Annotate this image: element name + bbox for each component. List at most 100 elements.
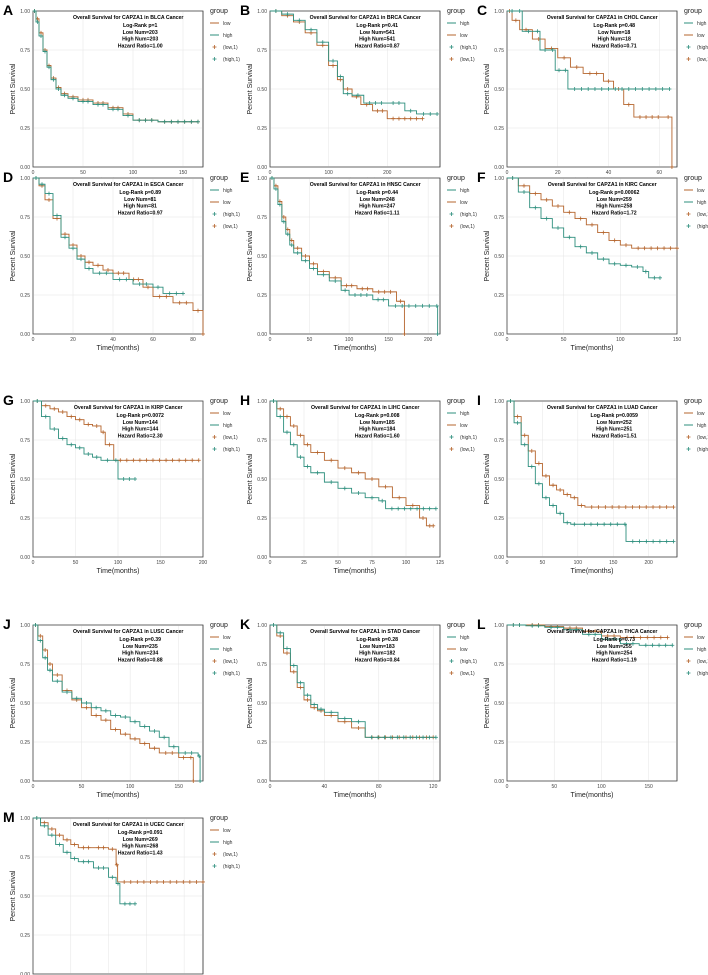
y-tick-label: 0.50 — [20, 254, 30, 260]
censor-marks-high — [271, 399, 438, 511]
x-tick-label: 100 — [574, 560, 583, 566]
km-panel-b: B0.000.250.500.751.000100200Time(months)… — [240, 2, 477, 185]
x-tick-label: 100 — [114, 560, 123, 566]
stat-line: Low Num=541 — [360, 30, 395, 36]
x-tick-label: 100 — [597, 784, 606, 790]
legend-label: (high,1) — [697, 671, 708, 677]
y-tick-label: 0.25 — [494, 516, 504, 522]
stat-line: Hazard Ratio=2.30 — [118, 433, 163, 439]
censor-marks-low — [34, 816, 205, 884]
legend-label: (low,1) — [223, 435, 238, 441]
stat-line: Log-Rank p=1 — [123, 23, 158, 29]
y-tick-label: 0.00 — [20, 555, 30, 561]
plot-border — [32, 10, 204, 168]
stat-line: Low Num=144 — [123, 420, 158, 426]
legend-label: (low,1) — [460, 671, 475, 677]
survival-curve-high — [270, 624, 436, 738]
stat-line: Hazard Ratio=1.19 — [592, 657, 637, 663]
stat-line: Low Num=81 — [124, 197, 156, 203]
x-tick-label: 75 — [369, 560, 375, 566]
y-tick-label: 0.50 — [257, 254, 267, 260]
legend-label: (low,1) — [697, 57, 708, 63]
legend-title: group — [210, 622, 228, 629]
panel-letter: J — [3, 616, 11, 632]
y-tick-label: 0.25 — [20, 933, 30, 939]
stat-line: High Num=182 — [359, 651, 395, 657]
censor-marks-high — [273, 9, 440, 116]
panel-letter: C — [477, 2, 487, 18]
y-tick-label: 1.00 — [257, 623, 267, 629]
survival-curve-high — [33, 400, 135, 480]
stat-line: Hazard Ratio=1.72 — [592, 210, 637, 216]
censor-marks-high — [510, 176, 662, 280]
stat-line: Low Num=252 — [597, 420, 632, 426]
y-tick-label: 0.75 — [20, 662, 30, 668]
legend-label: (low,1) — [223, 659, 238, 665]
stat-line: Low Num=259 — [597, 197, 632, 203]
y-tick-label: 0.00 — [257, 165, 267, 171]
panel-letter: L — [477, 616, 486, 632]
y-axis-label: Percent Survival — [10, 677, 17, 728]
legend-label: (low,1) — [223, 224, 238, 230]
x-tick-label: 120 — [429, 784, 438, 790]
x-tick-label: 200 — [199, 560, 208, 566]
legend-label: high — [697, 647, 707, 653]
y-axis-label: Percent Survival — [10, 453, 17, 504]
plot-border — [506, 624, 678, 782]
legend-label: (high,1) — [223, 212, 240, 218]
legend-label: high — [223, 423, 233, 429]
x-axis-label: Time(months) — [97, 792, 140, 799]
y-tick-label: 0.25 — [494, 293, 504, 299]
legend-label: low — [697, 188, 705, 194]
censor-marks-high — [511, 623, 675, 648]
y-tick-label: 0.00 — [494, 779, 504, 785]
stat-line: Hazard Ratio=1.51 — [592, 433, 637, 439]
chart-title: Overall Survival for CAPZA1 in LUSC Canc… — [73, 629, 183, 635]
x-tick-label: 25 — [301, 560, 307, 566]
x-tick-label: 50 — [79, 784, 85, 790]
chart-title: Overall Survival for CAPZA1 in STAD Canc… — [310, 629, 420, 635]
legend-label: (high,1) — [223, 864, 240, 870]
y-tick-label: 0.75 — [494, 662, 504, 668]
stat-line: High Num=18 — [598, 37, 631, 43]
plot-border — [269, 400, 441, 558]
y-tick-label: 0.75 — [257, 438, 267, 444]
y-tick-label: 0.50 — [257, 87, 267, 93]
x-axis-label: Time(months) — [571, 568, 614, 575]
y-tick-label: 0.50 — [20, 894, 30, 900]
legend-title: group — [447, 8, 465, 15]
x-tick-label: 150 — [179, 170, 188, 176]
km-panel-a: A0.000.250.500.751.00050100150Time(month… — [3, 2, 240, 185]
legend-label: low — [697, 411, 705, 417]
legend-label: low — [460, 200, 468, 206]
stat-line: Low Num=185 — [360, 420, 395, 426]
x-tick-label: 150 — [156, 560, 165, 566]
y-tick-label: 0.75 — [257, 662, 267, 668]
legend-label: low — [223, 200, 231, 206]
chart-title: Overall Survival for CAPZA1 in LUAD Canc… — [547, 405, 658, 411]
km-panel-d: D0.000.250.500.751.000 20 40 60 80Time(month… — [3, 169, 240, 352]
x-tick-label: 60 — [150, 337, 156, 343]
y-tick-label: 0.25 — [257, 293, 267, 299]
plot-border — [32, 624, 204, 782]
y-tick-label: 0.00 — [20, 972, 30, 975]
y-tick-label: 0.00 — [494, 165, 504, 171]
legend-title: group — [684, 8, 702, 15]
km-panel-k: K 0.00 0.25 0.50 0.75 1.00 0 40 80 120 Time(months… — [240, 616, 477, 799]
legend-label: low — [223, 828, 231, 834]
chart-title: Overall Survival for CAPZA1 in ESCA Canc… — [73, 182, 184, 188]
y-tick-label: 1.00 — [494, 623, 504, 629]
stat-line: Low Num=248 — [360, 197, 395, 203]
chart-title: Overall Survival for CAPZA1 in THCA Canc… — [547, 629, 658, 635]
legend-label: (low,1) — [460, 57, 475, 63]
chart-title: Overall Survival for CAPZA1 in HNSC Canc… — [310, 182, 421, 188]
y-tick-label: 0.25 — [257, 516, 267, 522]
x-tick-label: 50 — [80, 170, 86, 176]
x-tick-label: 150 — [644, 784, 653, 790]
survival-curve-low — [507, 624, 668, 638]
legend-label: (low,1) — [697, 435, 708, 441]
censor-marks-high — [510, 9, 672, 91]
legend-label: (high,1) — [223, 671, 240, 677]
y-tick-label: 0.00 — [20, 332, 30, 338]
x-tick-label: 0 — [506, 560, 509, 566]
